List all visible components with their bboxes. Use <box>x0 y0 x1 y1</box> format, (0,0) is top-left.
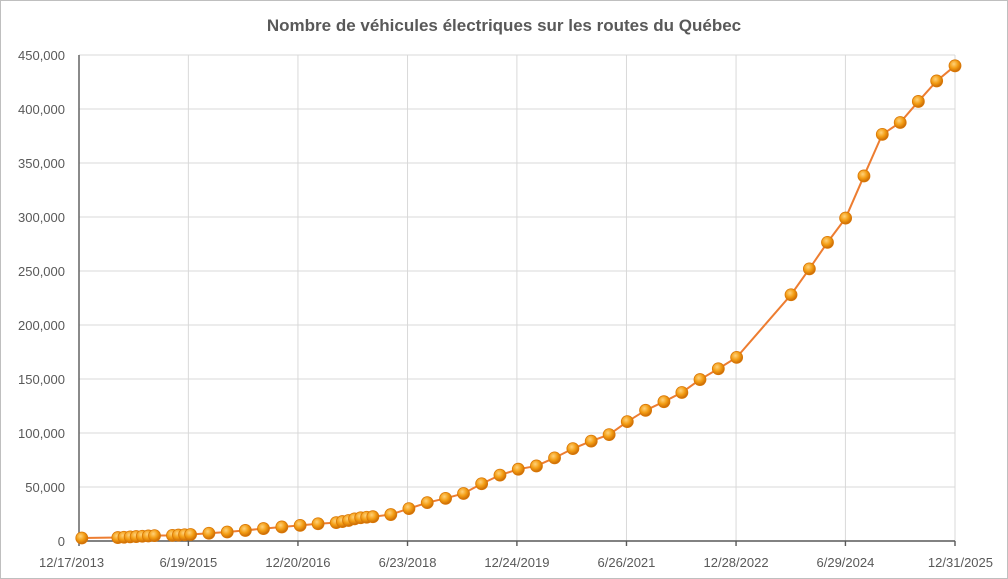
data-point <box>384 508 398 521</box>
x-tick-label: 12/28/2022 <box>704 555 769 570</box>
data-point <box>657 395 671 409</box>
x-tick-label: 6/29/2024 <box>817 555 875 570</box>
x-tick-label: 12/20/2016 <box>265 555 330 570</box>
data-point <box>148 529 161 542</box>
data-point <box>857 169 871 183</box>
data-point <box>420 496 434 510</box>
y-tick-label: 150,000 <box>18 372 65 387</box>
data-point <box>293 518 307 532</box>
y-tick-label: 250,000 <box>18 264 65 279</box>
y-tick-label: 350,000 <box>18 156 65 171</box>
data-point <box>584 434 598 448</box>
x-tick-label: 6/26/2021 <box>598 555 656 570</box>
data-point <box>875 127 889 141</box>
data-point <box>184 528 197 541</box>
data-point <box>257 522 270 535</box>
y-tick-label: 300,000 <box>18 210 65 225</box>
data-point <box>693 373 707 386</box>
data-point <box>366 510 380 524</box>
data-point <box>821 235 834 249</box>
data-point <box>802 262 816 276</box>
tick-labels: 0 50,000 100,000 150,000 200,000 250,000 300,0… <box>18 48 993 570</box>
data-point <box>238 524 252 537</box>
data-point <box>439 491 452 505</box>
data-point <box>566 442 580 456</box>
data-point <box>75 531 89 545</box>
data-point <box>402 502 416 516</box>
x-tick-label: 6/23/2018 <box>379 555 437 570</box>
x-tick-label: 12/24/2019 <box>484 555 549 570</box>
data-point <box>511 462 525 476</box>
data-point <box>839 211 853 225</box>
data-point <box>457 487 470 500</box>
data-point <box>220 525 234 539</box>
gridlines <box>79 54 956 541</box>
x-tick-label: 6/19/2015 <box>159 555 217 570</box>
data-point <box>602 428 616 442</box>
y-tick-label: 0 <box>58 534 65 549</box>
data-point <box>639 403 653 417</box>
data-point <box>530 459 543 473</box>
y-tick-label: 400,000 <box>18 102 65 117</box>
x-tick-label: 12/31/2025 <box>928 555 993 570</box>
data-point <box>493 468 507 482</box>
data-point <box>730 350 744 364</box>
data-point <box>275 520 289 534</box>
data-point <box>620 415 634 429</box>
y-tick-label: 100,000 <box>18 426 65 441</box>
data-point <box>911 95 925 108</box>
data-point <box>930 74 944 88</box>
y-tick-label: 50,000 <box>25 480 65 495</box>
data-series <box>75 59 962 545</box>
y-tick-label: 200,000 <box>18 318 65 333</box>
data-point <box>948 59 962 73</box>
data-point <box>311 517 325 531</box>
x-tick-label: 12/17/2013 <box>39 555 104 570</box>
data-point <box>202 526 216 540</box>
data-point <box>711 362 725 376</box>
data-point <box>548 451 561 465</box>
data-point <box>675 386 689 399</box>
chart-title: Nombre de véhicules électriques sur les … <box>267 16 741 35</box>
data-point <box>893 116 907 129</box>
y-tick-label: 450,000 <box>18 48 65 63</box>
data-point <box>784 288 798 302</box>
data-point <box>475 477 489 491</box>
